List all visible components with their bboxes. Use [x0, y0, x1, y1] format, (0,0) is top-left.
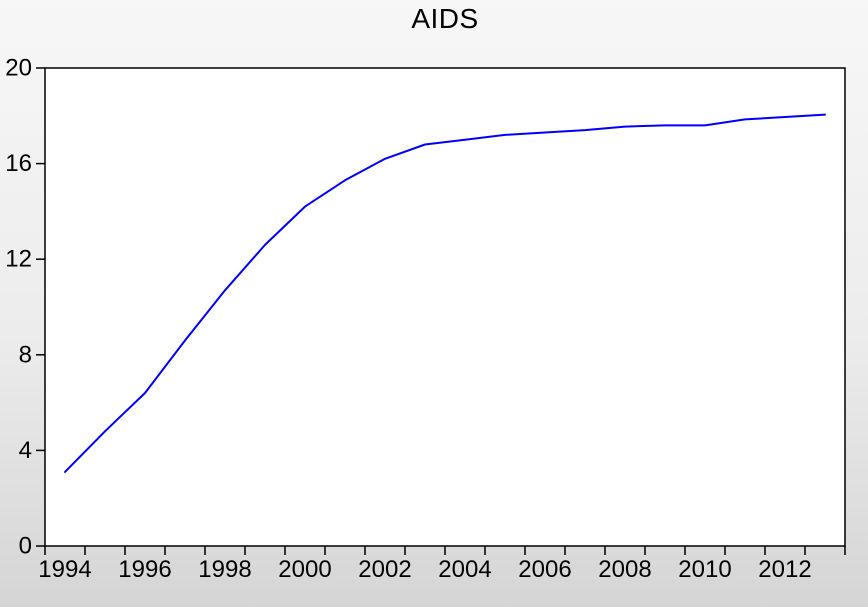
chart-title: AIDS [411, 3, 479, 34]
x-axis-tick-label: 1994 [38, 556, 91, 583]
y-axis-tick-label: 20 [5, 55, 32, 82]
y-axis-tick-label: 0 [19, 533, 32, 560]
x-axis-tick-label: 2010 [678, 556, 731, 583]
plot-area [44, 67, 846, 547]
x-axis-tick-label: 1996 [118, 556, 171, 583]
x-axis-tick-label: 2006 [518, 556, 571, 583]
series-line-aids [64, 113, 826, 473]
y-axis-tick-label: 4 [19, 437, 32, 464]
y-axis-tick-label: 12 [5, 246, 32, 273]
y-axis-tick-label: 8 [19, 341, 32, 368]
x-axis-tick-label: 1998 [198, 556, 251, 583]
x-axis-tick-label: 2012 [758, 556, 811, 583]
x-axis-tick-label: 2000 [278, 556, 331, 583]
x-axis-tick-label: 2004 [438, 556, 491, 583]
x-axis-tick-label: 2008 [598, 556, 651, 583]
y-axis-tick-label: 16 [5, 150, 32, 177]
x-axis-tick-label: 2002 [358, 556, 411, 583]
